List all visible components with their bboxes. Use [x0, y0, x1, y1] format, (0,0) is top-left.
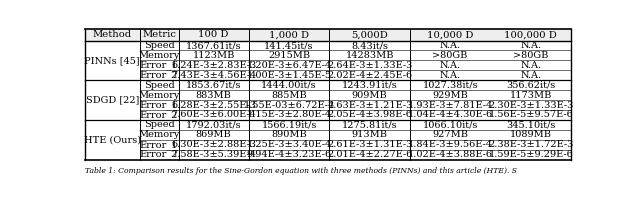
Text: Error_2: Error_2 [140, 70, 178, 80]
Text: 913MB: 913MB [351, 130, 388, 139]
Text: 1.00E-3±1.45E-5: 1.00E-3±1.45E-5 [246, 71, 332, 80]
Text: 1275.81it/s: 1275.81it/s [342, 120, 397, 129]
Text: Error_1: Error_1 [140, 61, 178, 70]
Text: 2.30E-3±1.33E-3: 2.30E-3±1.33E-3 [488, 101, 573, 109]
Text: PINNs [45]: PINNs [45] [84, 56, 140, 65]
Text: 1089MB: 1089MB [509, 130, 552, 139]
Text: Memory: Memory [138, 130, 180, 139]
Text: 7.60E-3±6.00E-4: 7.60E-3±6.00E-4 [171, 110, 256, 119]
Text: N.A.: N.A. [440, 41, 461, 50]
Text: >80GB: >80GB [433, 51, 468, 60]
Bar [85, 29, 571, 41]
Text: 5,000D: 5,000D [351, 30, 388, 39]
Text: N.A.: N.A. [440, 71, 461, 80]
Text: SDGD [22]: SDGD [22] [86, 96, 139, 105]
Text: 1.56E-5±9.57E-6: 1.56E-5±9.57E-6 [488, 110, 573, 119]
Text: 2.38E-3±1.72E-3: 2.38E-3±1.72E-3 [488, 140, 573, 149]
Text: Speed: Speed [143, 81, 175, 90]
Text: N.A.: N.A. [520, 41, 541, 50]
Text: 2.05E-4±3.98E-6: 2.05E-4±3.98E-6 [327, 110, 412, 119]
Text: 1.02E-4±3.88E-6: 1.02E-4±3.88E-6 [408, 150, 493, 159]
Text: 1243.91it/s: 1243.91it/s [342, 81, 397, 90]
Text: 6.30E-3±2.88E-3: 6.30E-3±2.88E-3 [171, 140, 256, 149]
Text: 869MB: 869MB [196, 130, 232, 139]
Text: Metric: Metric [142, 30, 176, 39]
Text: 1,000 D: 1,000 D [269, 30, 309, 39]
Text: Error_1: Error_1 [140, 100, 178, 110]
Text: 909MB: 909MB [352, 91, 387, 100]
Text: Memory: Memory [138, 91, 180, 100]
Text: Error_2: Error_2 [140, 150, 178, 159]
Text: HTE (Ours): HTE (Ours) [84, 135, 141, 144]
Text: 7.43E-3±4.56E-4: 7.43E-3±4.56E-4 [171, 71, 256, 80]
Text: 1.25E-3±3.40E-4: 1.25E-3±3.40E-4 [246, 140, 332, 149]
Text: 890MB: 890MB [271, 130, 307, 139]
Text: 2.01E-4±2.27E-6: 2.01E-4±2.27E-6 [327, 150, 412, 159]
Text: 6.24E-3±2.83E-3: 6.24E-3±2.83E-3 [171, 61, 256, 70]
Text: 1.20E-3±6.47E-4: 1.20E-3±6.47E-4 [246, 61, 332, 70]
Text: N.A.: N.A. [520, 61, 541, 70]
Text: Table 1: Comparison results for the Sine-Gordon equation with three methods (PIN: Table 1: Comparison results for the Sine… [85, 167, 517, 175]
Text: Method: Method [93, 30, 132, 39]
Text: 929MB: 929MB [432, 91, 468, 100]
Text: 1123MB: 1123MB [193, 51, 235, 60]
Text: 1853.67it/s: 1853.67it/s [186, 81, 241, 90]
Text: 2.63E-3±1.21E-3: 2.63E-3±1.21E-3 [327, 101, 412, 109]
Text: 1027.38it/s: 1027.38it/s [422, 81, 478, 90]
Text: 7.58E-3±5.39E-4: 7.58E-3±5.39E-4 [171, 150, 256, 159]
Text: 1367.61it/s: 1367.61it/s [186, 41, 241, 50]
Text: >80GB: >80GB [513, 51, 548, 60]
Text: 2.02E-4±2.45E-6: 2.02E-4±2.45E-6 [327, 71, 412, 80]
Text: 1566.19it/s: 1566.19it/s [261, 120, 317, 129]
Text: Error_1: Error_1 [140, 140, 178, 149]
Text: 141.45it/s: 141.45it/s [264, 41, 314, 50]
Text: 100 D: 100 D [198, 30, 229, 39]
Text: 9.94E-4±3.23E-6: 9.94E-4±3.23E-6 [246, 150, 332, 159]
Text: N.A.: N.A. [520, 71, 541, 80]
Text: 14283MB: 14283MB [346, 51, 394, 60]
Text: 6.28E-3±2.55E-3: 6.28E-3±2.55E-3 [171, 101, 256, 109]
Text: 2.64E-3±1.33E-3: 2.64E-3±1.33E-3 [327, 61, 412, 70]
Text: 8.43it/s: 8.43it/s [351, 41, 388, 50]
Text: 1.04E-4±4.30E-6: 1.04E-4±4.30E-6 [408, 110, 493, 119]
Text: 1.59E-5±9.29E-6: 1.59E-5±9.29E-6 [488, 150, 573, 159]
Text: 2915MB: 2915MB [268, 51, 310, 60]
Text: N.A.: N.A. [440, 61, 461, 70]
Text: 1.15E-3±2.80E-4: 1.15E-3±2.80E-4 [246, 110, 332, 119]
Text: 1792.03it/s: 1792.03it/s [186, 120, 241, 129]
Text: 1173MB: 1173MB [509, 91, 552, 100]
Text: 2.61E-3±1.31E-3: 2.61E-3±1.31E-3 [327, 140, 412, 149]
Text: 1444.00it/s: 1444.00it/s [261, 81, 317, 90]
Text: 1.55E-03±6.72E-4: 1.55E-03±6.72E-4 [243, 101, 335, 109]
Text: 1066.10it/s: 1066.10it/s [422, 120, 478, 129]
Text: Speed: Speed [143, 41, 175, 50]
Text: 1.93E-3±7.81E-4: 1.93E-3±7.81E-4 [408, 101, 493, 109]
Text: 927MB: 927MB [432, 130, 468, 139]
Text: Error_2: Error_2 [140, 110, 178, 120]
Text: Speed: Speed [143, 120, 175, 129]
Text: 10,000 D: 10,000 D [427, 30, 474, 39]
Text: 1.84E-3±9.56E-4: 1.84E-3±9.56E-4 [408, 140, 493, 149]
Text: 345.10it/s: 345.10it/s [506, 120, 556, 129]
Text: 883MB: 883MB [196, 91, 232, 100]
Text: 356.62it/s: 356.62it/s [506, 81, 556, 90]
Text: 885MB: 885MB [271, 91, 307, 100]
Text: 100,000 D: 100,000 D [504, 30, 557, 39]
Text: Memory: Memory [138, 51, 180, 60]
